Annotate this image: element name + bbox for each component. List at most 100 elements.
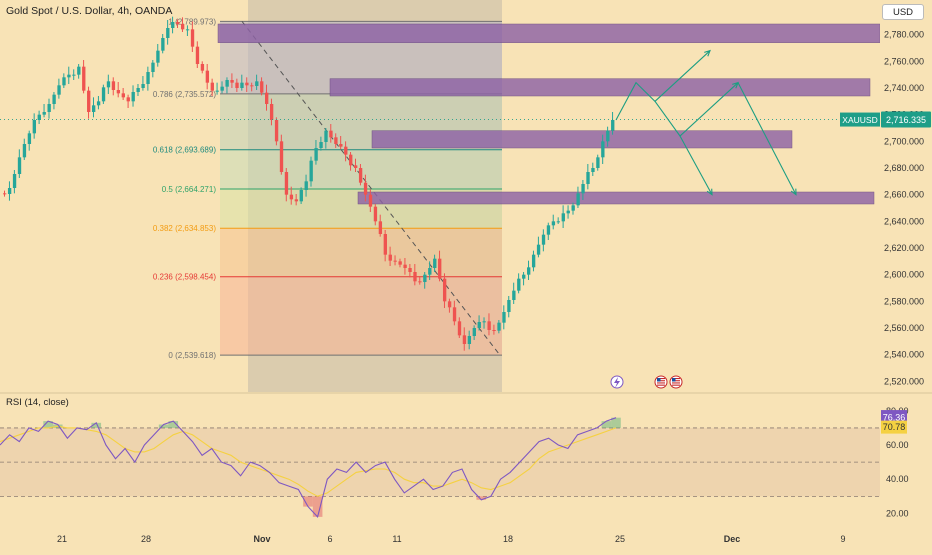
fib-trend-line [241,21,501,356]
rsi-tick-label: 60.00 [886,440,909,450]
candle-body [67,74,71,78]
supply-demand-zone[interactable] [217,23,881,43]
candle-body [215,90,219,92]
candle-body [601,141,605,158]
us-flag-icon[interactable] [654,375,668,389]
candle-body [596,157,600,168]
candle-body [329,130,333,138]
candle-body [472,328,476,336]
rsi-overbought-fill [43,421,53,428]
candle-body [398,261,402,265]
candle-body [314,148,318,161]
candle-body [91,105,96,112]
candle-body [265,92,269,104]
price-tick-label: 2,540.000 [884,350,924,360]
candle-body [393,260,397,262]
candle-body [462,335,467,344]
projection-path[interactable] [615,50,711,121]
candles-group [3,16,615,351]
time-tick-label: 21 [57,534,67,544]
candle-body [591,168,595,172]
candle-body [166,28,170,38]
candle-body [72,74,76,76]
candle-body [77,66,81,75]
candle-body [536,244,541,255]
candle-body [111,81,116,90]
candle-body [87,90,91,112]
candle-body [566,210,570,214]
candle-body [482,321,486,323]
candle-body [7,188,12,194]
lightning-icon-bolt [614,377,620,388]
flag-stripe [657,384,665,386]
candle-body [284,172,289,195]
candle-body [245,82,249,86]
candle-body [581,184,585,194]
candle-body [12,174,17,188]
candle-body [185,29,190,31]
rsi-value-label: 76.36 [883,413,906,423]
candle-body [240,82,244,88]
flag-ring [654,375,668,389]
supply-demand-zone[interactable] [329,78,871,97]
us-flag-icon[interactable] [669,375,683,389]
candle-body [200,64,205,71]
fib-band [220,228,502,277]
candle-body [171,22,175,28]
candle-body [195,46,200,64]
projection-path[interactable] [737,82,797,195]
candle-body [452,307,457,322]
candle-body [17,157,22,174]
rsi-line[interactable] [0,417,617,519]
candle-body [235,82,239,88]
supply-demand-zone[interactable] [371,130,793,149]
candle-body [344,146,348,155]
price-tick-label: 2,660.000 [884,190,924,200]
rsi-title: RSI (14, close) [6,397,69,408]
candle-body [334,137,338,144]
time-tick-label: 11 [392,534,401,544]
price-tick-label: 2,680.000 [884,163,924,173]
fib-level-label: 0 (2,539.618) [168,351,216,360]
candle-body [101,87,106,102]
candle-body [156,50,160,63]
candle-body [220,86,224,91]
candle-body [52,94,56,104]
projection-path[interactable] [679,135,713,195]
candle-body [82,66,86,91]
candle-body [611,120,615,131]
currency-button[interactable]: USD [882,4,924,20]
time-tick-label: 18 [503,534,513,544]
candle-body [190,29,195,47]
candle-body [205,70,210,83]
candle-body [403,264,407,268]
candle-body [3,193,7,195]
lightning-icon[interactable] [610,375,624,389]
candle-body [527,267,531,275]
candle-body [522,274,526,279]
candle-body [457,321,462,336]
price-tick-label: 2,600.000 [884,270,924,280]
candle-body [339,144,343,147]
flag-stripe [672,380,680,382]
price-axis[interactable]: 2,520.000 2,540.000 2,560.000 2,580.000 2,60… [880,0,932,392]
symbol-tag [840,112,880,127]
candle-body [32,120,37,134]
candle-body [433,258,437,268]
candle-body [180,24,185,30]
supply-demand-zone[interactable] [357,191,875,205]
candle-body [442,278,447,302]
price-axis-bg [880,0,932,392]
fib-level-label: 0.5 (2,664.271) [162,185,217,194]
candle-body [116,90,121,94]
flag-ring [669,375,683,389]
rsi-oversold-fill [476,496,487,500]
flag-stripe [657,382,665,384]
candle-body [497,322,501,331]
candle-body [289,194,294,200]
time-axis[interactable]: 21 28 Nov 6 11 18 25 Dec 9 [57,534,846,544]
projection-arrowhead [704,49,711,57]
time-tick-label: Dec [724,534,741,544]
projection-arrowhead [706,188,713,196]
